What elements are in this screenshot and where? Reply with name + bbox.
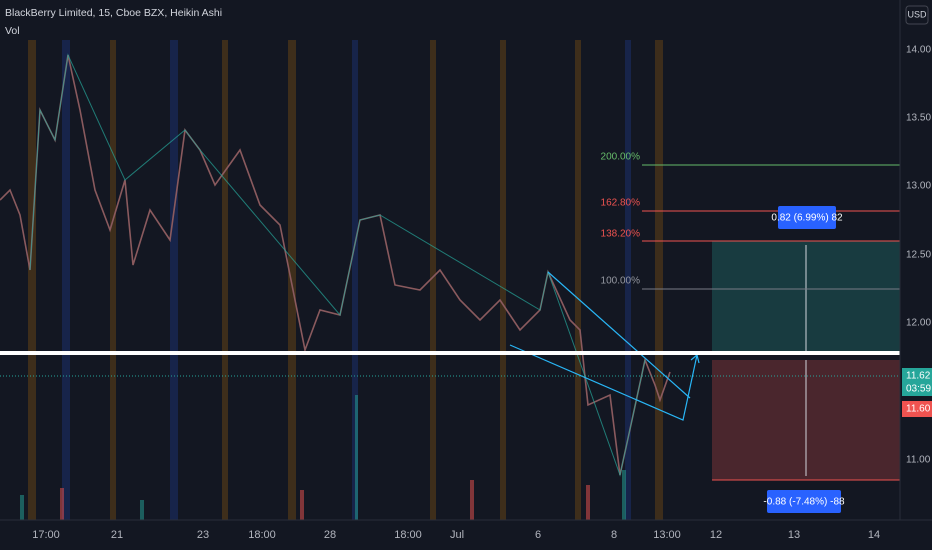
time-label: 14: [868, 529, 880, 541]
target-badge: [778, 206, 836, 229]
vol: [470, 480, 474, 520]
band: [62, 40, 70, 520]
vol: [300, 490, 304, 520]
band: [222, 40, 228, 520]
price-label: 13.00: [906, 181, 931, 192]
price-label: 11.00: [906, 455, 931, 466]
time-label: 28: [324, 529, 336, 541]
last-price: 11.62: [906, 371, 931, 382]
pattern-line: [547, 271, 691, 399]
band: [575, 40, 581, 520]
band: [288, 40, 296, 520]
vol: [60, 488, 64, 520]
band: [655, 40, 663, 520]
time-label: 8: [611, 529, 617, 541]
fib-label: 200.00%: [601, 152, 641, 163]
last-price-badge: [902, 368, 932, 396]
band: [430, 40, 436, 520]
time-label: 21: [111, 529, 123, 541]
symbol-title: BlackBerry Limited, 15, Cboe BZX, Heikin…: [5, 7, 222, 19]
vol: [355, 395, 358, 520]
time-label: 13:00: [653, 529, 681, 541]
band: [170, 40, 178, 520]
vol: [20, 495, 24, 520]
band: [110, 40, 116, 520]
stop-label: -0.88 (-7.48%) -88: [763, 497, 845, 508]
price-path: [0, 54, 671, 476]
bid-badge: [902, 401, 932, 417]
price-label: 14.00: [906, 45, 931, 56]
time-label: 23: [197, 529, 209, 541]
band: [352, 40, 358, 520]
time-label: Jul: [450, 529, 464, 541]
pattern-line: [509, 344, 698, 421]
stop-badge: [767, 490, 841, 513]
vol: [140, 500, 144, 520]
session-bands: [28, 40, 663, 520]
target-label: 0.82 (6.99%) 82: [771, 213, 843, 224]
band: [625, 40, 631, 520]
fib-label: 100.00%: [601, 276, 641, 287]
price-label: 12.50: [906, 250, 931, 261]
fib-label: 138.20%: [601, 229, 641, 240]
fib-label: 162.80%: [601, 198, 641, 209]
countdown: 03:59: [906, 384, 931, 395]
price-label: 13.50: [906, 113, 931, 124]
time-label: 13: [788, 529, 800, 541]
time-axis: 17:00 21 23 18:00 28 18:00 Jul 6 8 13:00…: [0, 519, 932, 541]
currency-label[interactable]: USD: [907, 9, 927, 19]
band: [28, 40, 36, 520]
vol: [622, 470, 626, 520]
indicator-label: Vol: [5, 25, 20, 37]
vol: [586, 485, 590, 520]
price-path-up: [29, 53, 646, 477]
volume-bars: [20, 395, 626, 520]
time-label: 6: [535, 529, 541, 541]
time-label: 18:00: [248, 529, 276, 541]
price-axis: 14.00 13.50 13.00 12.50 12.00 11.00 11.6…: [899, 0, 932, 520]
time-label: 18:00: [394, 529, 422, 541]
currency-button[interactable]: [905, 5, 929, 25]
time-label: 17:00: [32, 529, 60, 541]
time-label: 12: [710, 529, 722, 541]
price-label: 12.00: [906, 318, 931, 329]
bid-price: 11.60: [906, 404, 931, 415]
band: [500, 40, 506, 520]
